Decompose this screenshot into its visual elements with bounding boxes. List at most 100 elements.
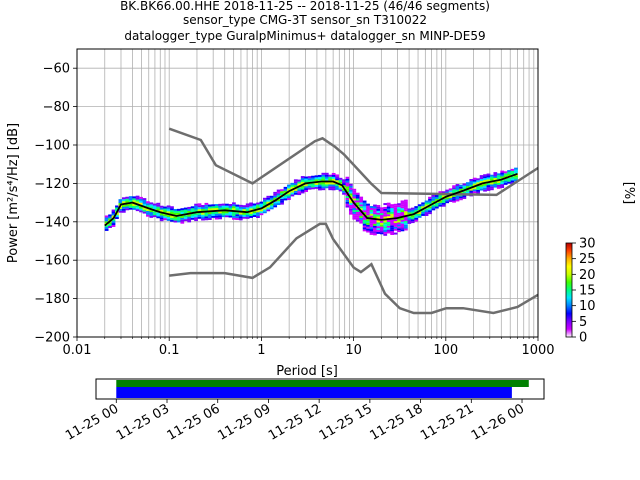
pdf-cell: [410, 215, 415, 218]
pdf-cell: [187, 220, 192, 223]
pdf-cell: [383, 228, 388, 231]
pdf-cell: [486, 186, 491, 189]
pdf-cell: [359, 221, 364, 224]
pdf-cell: [503, 171, 508, 174]
pdf-cell: [510, 172, 515, 175]
pdf-cell: [404, 201, 408, 204]
pdf-cell: [125, 206, 130, 209]
pdf-cell: [228, 211, 233, 214]
pdf-cell: [431, 198, 436, 201]
pdf-cell: [500, 170, 505, 173]
pdf-cell: [176, 220, 181, 223]
pdf-cell: [197, 203, 202, 206]
pdf-cell: [355, 211, 360, 214]
pdf-cell: [386, 208, 391, 211]
pdf-cell: [166, 211, 171, 214]
pdf-cell: [173, 220, 178, 223]
pdf-cell: [104, 217, 109, 220]
pdf-cell: [225, 215, 229, 218]
pdf-cell: [252, 213, 257, 216]
pdf-cell: [500, 184, 505, 187]
pdf-cell: [386, 204, 391, 207]
pdf-cell: [490, 182, 494, 185]
pdf-cell: [115, 205, 119, 208]
pdf-cell: [352, 194, 357, 197]
pdf-cell: [300, 177, 305, 180]
pdf-cell: [238, 204, 243, 207]
pdf-cell: [455, 199, 460, 202]
pdf-cell: [455, 184, 460, 187]
pdf-cell: [304, 180, 309, 183]
pdf-cell: [235, 212, 240, 215]
pdf-cell: [400, 200, 405, 203]
pdf-cell: [146, 205, 150, 208]
pdf-cell: [149, 206, 154, 209]
pdf-cell: [170, 208, 174, 211]
pdf-cell: [183, 215, 188, 218]
pdf-cell: [276, 201, 281, 204]
pdf-cell: [514, 167, 518, 170]
pdf-cell: [121, 208, 126, 211]
pdf-cell: [252, 215, 257, 218]
pdf-cell: [383, 222, 388, 225]
pdf-cell: [386, 225, 391, 228]
pdf-cell: [204, 208, 209, 211]
pdf-cell: [232, 217, 236, 220]
pdf-cell: [400, 210, 405, 213]
timeline-tick-label: 11-25 06: [165, 401, 223, 443]
pdf-cell: [304, 176, 309, 179]
pdf-cell: [448, 190, 453, 193]
pdf-cell: [235, 204, 240, 207]
pdf-cell: [390, 213, 395, 216]
pdf-cell: [318, 176, 322, 179]
pdf-cell: [180, 219, 185, 222]
pdf-cell: [507, 181, 511, 184]
pdf-cell: [176, 208, 181, 211]
pdf-cell: [256, 204, 260, 207]
pdf-cell: [404, 222, 408, 225]
pdf-cell: [183, 217, 188, 220]
pdf-cell: [269, 197, 274, 200]
pdf-cell: [180, 210, 185, 213]
pdf-cell: [393, 221, 398, 224]
pdf-cell: [496, 184, 501, 187]
pdf-cell: [507, 172, 511, 175]
pdf-cell: [393, 213, 398, 216]
pdf-cell: [500, 182, 505, 185]
pdf-cell: [400, 223, 405, 226]
pdf-cell: [493, 183, 498, 186]
pdf-cell: [311, 185, 315, 188]
pdf-cell: [383, 212, 388, 215]
pdf-cell: [225, 207, 229, 210]
pdf-cell: [510, 180, 515, 183]
pdf-cell: [180, 221, 185, 224]
pdf-cell: [452, 196, 456, 199]
pdf-cell: [318, 188, 322, 191]
pdf-cell: [373, 231, 377, 234]
pdf-cell: [486, 179, 491, 182]
pdf-cell: [197, 212, 202, 215]
pdf-cell: [324, 186, 329, 189]
pdf-cell: [514, 175, 518, 178]
pdf-cell: [376, 220, 381, 223]
pdf-cell: [201, 218, 205, 221]
pdf-cell: [104, 219, 109, 222]
pdf-cell: [397, 226, 401, 229]
pdf-cell: [242, 212, 247, 215]
pdf-cell: [318, 186, 322, 189]
pdf-cell: [166, 209, 171, 212]
pdf-cell: [407, 219, 412, 222]
pdf-cell: [214, 206, 219, 209]
pdf-cell: [345, 186, 350, 189]
pdf-cell: [455, 195, 460, 198]
pdf-cell: [362, 223, 367, 226]
pdf-cell: [163, 208, 167, 211]
pdf-cell: [204, 202, 209, 205]
pdf-cell: [146, 208, 150, 211]
pdf-cell: [207, 206, 212, 209]
pdf-cell: [431, 208, 436, 211]
pdf-cell: [362, 221, 367, 224]
pdf-cell: [280, 191, 284, 194]
pdf-cell: [152, 215, 157, 218]
pdf-cell: [173, 212, 178, 215]
